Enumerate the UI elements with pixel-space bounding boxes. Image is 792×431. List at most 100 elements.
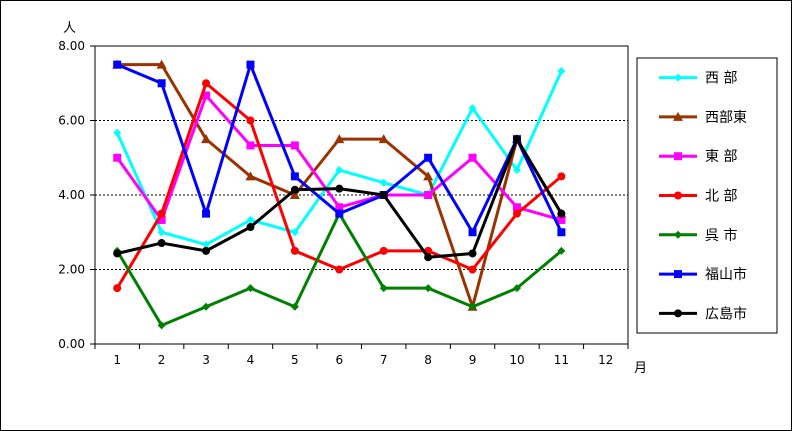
data-point — [113, 153, 122, 162]
data-point — [202, 246, 211, 255]
data-point — [512, 284, 521, 293]
data-point — [512, 166, 521, 175]
x-axis-unit: 月 — [634, 361, 647, 376]
data-point — [157, 79, 166, 88]
data-point — [157, 321, 166, 330]
legend-label: 福山市 — [705, 266, 747, 283]
x-tick-label: 10 — [509, 353, 524, 367]
data-point — [674, 230, 682, 239]
data-point — [202, 240, 211, 249]
data-point — [512, 203, 521, 212]
legend-label: 東 部 — [705, 149, 737, 165]
data-point — [468, 265, 477, 274]
data-point — [557, 66, 566, 75]
x-tick-label: 7 — [380, 353, 388, 367]
data-point — [290, 246, 299, 255]
data-point — [156, 59, 167, 69]
y-axis-unit: 人 — [63, 21, 76, 36]
data-point — [378, 134, 389, 144]
x-tick-label: 9 — [469, 353, 477, 367]
legend-item: 東 部 — [659, 149, 737, 165]
data-point — [468, 302, 477, 311]
data-point — [379, 178, 388, 187]
plot-area — [94, 45, 629, 345]
data-point — [290, 228, 299, 237]
data-point — [379, 246, 388, 255]
data-point — [157, 209, 166, 218]
data-point — [335, 203, 344, 212]
x-axis-ticks: 1 2 3 4 5 6 7 8 9 10 11 12 — [94, 344, 629, 367]
y-tick-label: 2.00 — [58, 263, 85, 277]
data-point — [335, 265, 344, 274]
data-point — [246, 60, 255, 69]
y-tick-label: 8.00 — [58, 39, 85, 53]
x-tick-label: 2 — [158, 353, 166, 367]
data-point — [246, 284, 255, 293]
data-point — [424, 153, 433, 162]
data-point — [557, 215, 566, 224]
data-point — [290, 185, 299, 194]
y-tick-label: 6.00 — [58, 114, 85, 128]
data-point — [157, 239, 166, 248]
data-point — [674, 309, 682, 318]
data-point — [335, 209, 344, 218]
x-tick-label: 12 — [598, 353, 613, 367]
y-tick-label: 4.00 — [58, 188, 85, 202]
legend-label: 呉 市 — [705, 227, 737, 244]
data-point — [113, 128, 122, 137]
legend-label: 西 部 — [705, 71, 737, 87]
data-point — [673, 111, 683, 121]
x-tick-label: 4 — [247, 353, 255, 367]
data-point — [290, 172, 299, 181]
data-point — [674, 270, 682, 279]
data-point — [468, 153, 477, 162]
x-tick-label: 3 — [202, 353, 210, 367]
data-point — [202, 302, 211, 311]
legend-item: 呉 市 — [659, 227, 737, 244]
series-北部 — [113, 79, 566, 293]
data-point — [113, 249, 122, 258]
data-point — [202, 209, 211, 218]
legend-item: 西部東 — [659, 110, 747, 126]
data-point — [335, 184, 344, 193]
legend-item: 福山市 — [659, 266, 747, 283]
x-tick-label: 6 — [335, 353, 343, 367]
data-point — [468, 249, 477, 258]
data-point — [468, 228, 477, 237]
data-point — [246, 141, 255, 150]
y-axis-ticks: 0.00 2.00 4.00 6.00 8.00 — [58, 39, 95, 351]
data-point — [379, 191, 388, 199]
series-広島市 — [113, 135, 566, 262]
x-tick-label: 1 — [113, 353, 121, 367]
data-point — [674, 152, 682, 161]
data-point — [674, 191, 682, 200]
data-point — [202, 79, 211, 88]
data-point — [512, 135, 521, 144]
data-point — [557, 172, 566, 181]
data-point — [113, 284, 122, 293]
data-point — [157, 228, 166, 237]
data-point — [557, 228, 566, 237]
data-point — [290, 141, 299, 150]
data-point — [335, 166, 344, 175]
data-point — [246, 223, 255, 232]
series-lines — [112, 59, 567, 330]
x-tick-label: 11 — [554, 353, 569, 367]
data-point — [423, 171, 434, 181]
x-tick-label: 5 — [291, 353, 299, 367]
data-point — [557, 246, 566, 255]
data-point — [379, 284, 388, 293]
y-tick-label: 0.00 — [58, 337, 85, 351]
legend-item: 北 部 — [659, 189, 737, 205]
data-point — [468, 104, 477, 113]
data-point — [290, 302, 299, 311]
data-point — [512, 209, 521, 218]
data-point — [245, 171, 256, 181]
legend-item: 西 部 — [659, 71, 737, 87]
data-point — [157, 215, 166, 224]
data-point — [246, 116, 255, 125]
legend-label: 広島市 — [705, 305, 747, 322]
data-point — [334, 134, 345, 144]
data-point — [202, 91, 211, 100]
